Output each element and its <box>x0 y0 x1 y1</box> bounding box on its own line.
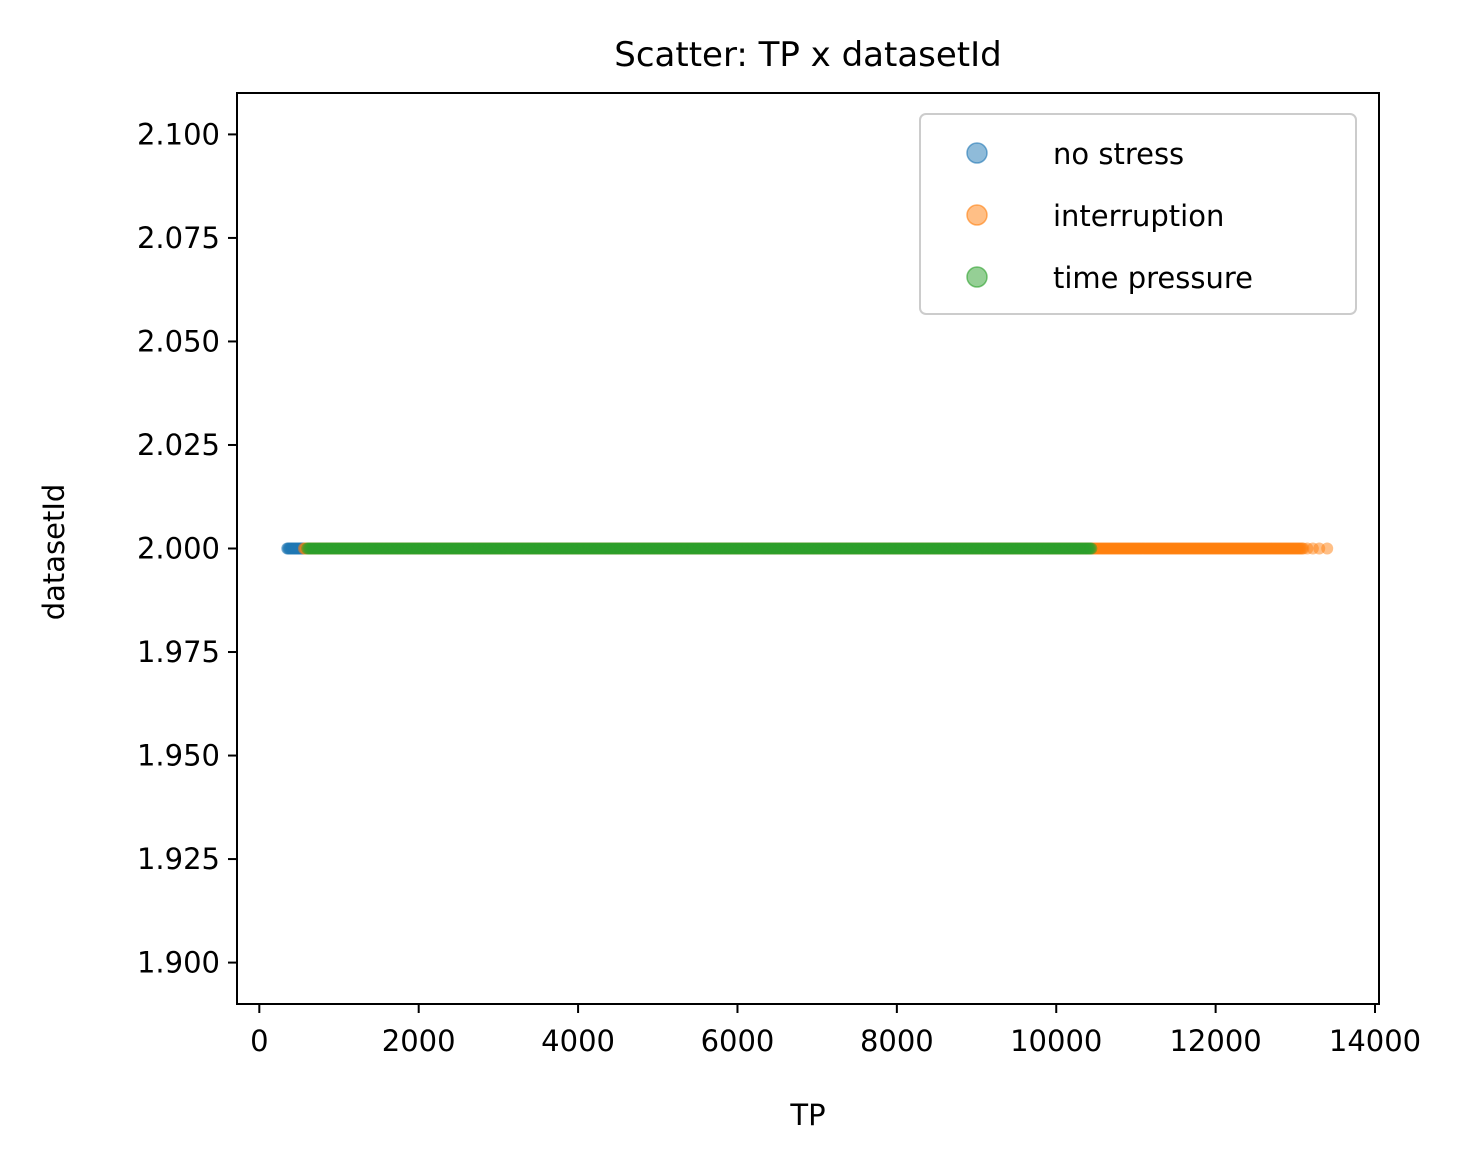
legend-label: time pressure <box>1053 261 1253 295</box>
x-tick-label: 4000 <box>541 1024 615 1058</box>
y-tick-label: 2.025 <box>137 428 220 462</box>
y-tick-label: 2.100 <box>137 117 220 151</box>
series-no-stress <box>281 542 310 555</box>
y-tick-label: 1.900 <box>137 946 220 980</box>
x-tick-label: 14000 <box>1329 1024 1421 1058</box>
y-tick-label: 2.075 <box>137 221 220 255</box>
plot-area <box>281 542 1334 555</box>
legend-label: interruption <box>1053 199 1224 233</box>
x-tick-label: 8000 <box>860 1024 934 1058</box>
x-tick-label: 0 <box>250 1024 268 1058</box>
y-axis-label: datasetId <box>37 484 71 621</box>
legend: no stress interruption time pressure <box>919 113 1357 315</box>
legend-label: no stress <box>1053 137 1184 171</box>
x-tick-label: 2000 <box>382 1024 456 1058</box>
y-tick-label: 2.000 <box>137 532 220 566</box>
legend-box <box>919 113 1357 315</box>
legend-marker <box>966 266 988 288</box>
axes: 0 2000 4000 6000 8000 10000 12000 14000 1.900 1.9… <box>137 92 1421 1058</box>
y-tick-label: 1.975 <box>137 635 220 669</box>
series-time-pressure <box>301 542 1098 555</box>
legend-marker <box>966 204 988 226</box>
x-axis-label: TP <box>789 1098 825 1132</box>
y-tick-label: 2.050 <box>137 324 220 358</box>
y-tick-label: 1.925 <box>137 842 220 876</box>
x-tick-label: 6000 <box>701 1024 775 1058</box>
x-tick-label: 12000 <box>1169 1024 1261 1058</box>
data-point <box>1321 542 1334 555</box>
data-point <box>1085 542 1098 555</box>
chart-title: Scatter: TP x datasetId <box>614 35 1002 75</box>
x-tick-label: 10000 <box>1010 1024 1102 1058</box>
legend-marker <box>966 142 988 164</box>
y-tick-label: 1.950 <box>137 739 220 773</box>
